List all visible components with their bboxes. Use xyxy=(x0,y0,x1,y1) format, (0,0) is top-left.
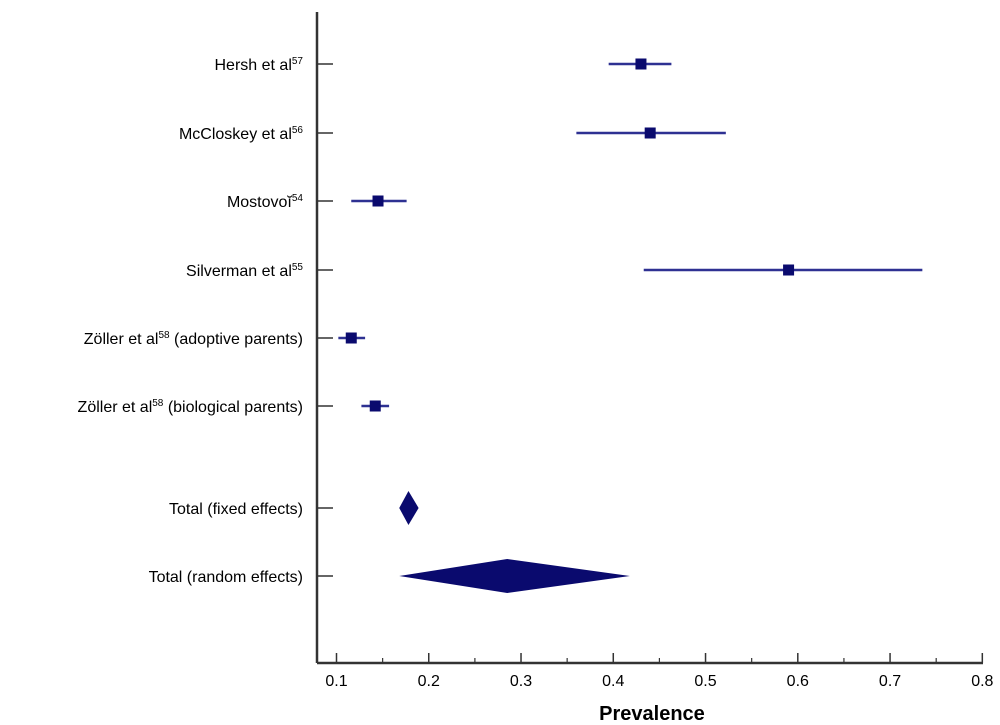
point-estimate-marker xyxy=(345,332,357,344)
point-estimate-marker xyxy=(635,58,647,70)
study-label: Zöller et al58 (biological parents) xyxy=(78,398,303,416)
study-label: Mostovoĭ54 xyxy=(227,193,303,211)
x-tick-label: 0.4 xyxy=(602,673,624,690)
point-estimate-marker xyxy=(369,400,381,412)
point-estimate-marker xyxy=(783,264,795,276)
x-axis-title: Prevalence xyxy=(599,703,705,725)
point-estimate-marker xyxy=(372,195,384,207)
total-label: Total (fixed effects) xyxy=(169,501,303,518)
pooled-estimate-diamond xyxy=(399,559,630,593)
x-tick-label: 0.2 xyxy=(418,673,440,690)
x-tick-label: 0.8 xyxy=(971,673,993,690)
total-label: Total (random effects) xyxy=(149,569,303,586)
study-label: Hersh et al57 xyxy=(215,56,304,74)
pooled-estimate-diamond xyxy=(399,491,419,525)
study-rows: Hersh et al57 McCloskey et al56 Mostovoĭ54… xyxy=(78,56,923,593)
x-tick-label: 0.6 xyxy=(787,673,809,690)
study-label: Silverman et al55 xyxy=(186,262,303,280)
point-estimate-marker xyxy=(644,127,656,139)
x-tick-label: 0.5 xyxy=(694,673,716,690)
study-label: Zöller et al58 (adoptive parents) xyxy=(84,330,303,348)
study-label: McCloskey et al56 xyxy=(179,125,303,143)
axes: 0.1 0.2 0.3 0.4 0.5 0.6 0.7 0.8 xyxy=(315,12,994,690)
x-tick-label: 0.3 xyxy=(510,673,532,690)
x-tick-label: 0.1 xyxy=(325,673,347,690)
x-tick-label: 0.7 xyxy=(879,673,901,690)
